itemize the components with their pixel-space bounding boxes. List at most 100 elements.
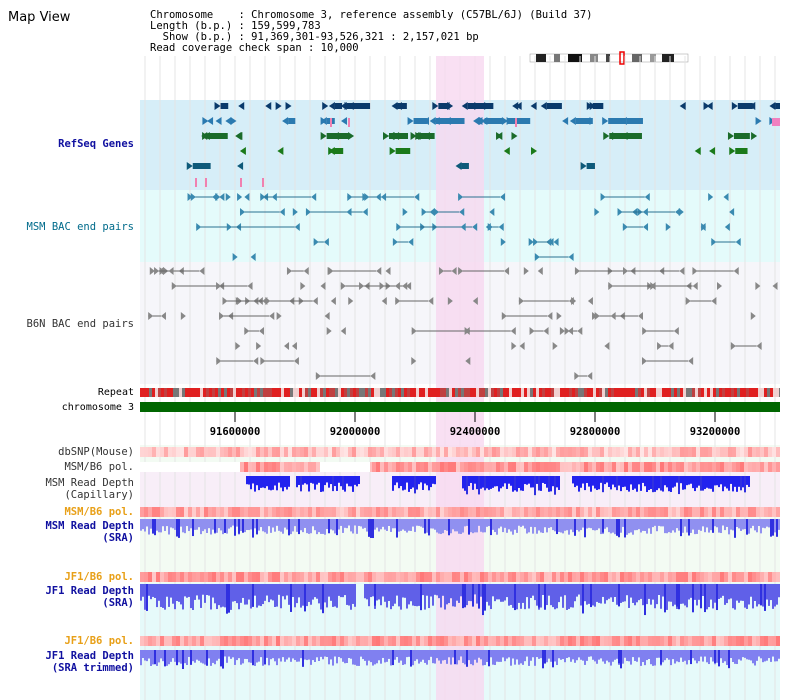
heat-cell xyxy=(300,507,304,517)
track-label-msm-b6-pol-2[interactable]: MSM/B6 pol. xyxy=(64,506,134,518)
heat-cell xyxy=(496,507,500,517)
refseq-gene-exon xyxy=(586,163,595,169)
depth-bar xyxy=(278,476,280,483)
repeat-segment xyxy=(257,388,260,397)
depth-bar xyxy=(354,584,356,607)
heat-cell xyxy=(528,462,532,472)
depth-bar xyxy=(320,584,322,610)
depth-bar xyxy=(718,519,720,533)
depth-bar xyxy=(686,476,688,486)
depth-bar xyxy=(658,476,660,489)
genome-browser-panel[interactable]: 91600000 92000000 92400000 92800000 93200000 xyxy=(140,56,780,700)
depth-bar xyxy=(368,584,370,607)
track-label-b6n-bac[interactable]: B6N BAC end pairs xyxy=(26,318,134,330)
track-label-msm-b6-pol[interactable]: MSM/B6 pol. xyxy=(64,461,134,473)
msm-bac-end xyxy=(226,223,232,231)
depth-bar xyxy=(618,476,620,486)
b6n-bac-end xyxy=(256,342,262,350)
heat-cell xyxy=(400,447,404,457)
repeat-segment xyxy=(509,388,512,397)
depth-bar xyxy=(626,476,628,491)
refseq-gene-arrow xyxy=(432,102,439,110)
b6n-bac-end xyxy=(564,327,570,335)
depth-bar xyxy=(284,584,286,600)
b6n-bac-end xyxy=(326,327,332,335)
msm-bac-end xyxy=(459,208,465,216)
track-label-refseq[interactable]: RefSeq Genes xyxy=(58,138,134,150)
heat-cell xyxy=(624,462,628,472)
heat-cell xyxy=(572,462,576,472)
repeat-segment xyxy=(350,388,353,397)
track-label-dbsnp[interactable]: dbSNP(Mouse) xyxy=(58,446,134,458)
b6n-bac-end xyxy=(303,267,309,275)
depth-bar xyxy=(256,476,258,486)
repeat-segment xyxy=(656,388,659,397)
depth-bar xyxy=(530,584,532,598)
refseq-gene-arrow xyxy=(703,102,710,110)
heat-cell xyxy=(332,572,336,582)
repeat-segment xyxy=(185,388,188,397)
depth-bar xyxy=(338,650,340,657)
heat-cell xyxy=(260,572,264,582)
heat-cell xyxy=(696,636,700,646)
depth-bar xyxy=(218,584,220,606)
refseq-gene-exon xyxy=(467,103,487,109)
depth-bar xyxy=(388,584,390,602)
track-label-msm-depth-sra[interactable]: MSM Read Depth xyxy=(45,520,134,532)
repeat-segment xyxy=(488,388,491,397)
depth-peak xyxy=(764,584,766,611)
track-label-jf1-depth-sra[interactable]: JF1 Read Depth xyxy=(45,585,134,597)
heat-cell xyxy=(720,447,724,457)
msm-bac-end xyxy=(375,193,381,201)
depth-bar xyxy=(586,584,588,605)
depth-bar xyxy=(736,476,738,492)
depth-bar xyxy=(700,519,702,531)
heat-cell xyxy=(204,636,208,646)
depth-bar xyxy=(704,476,706,490)
heat-cell xyxy=(372,572,376,582)
pol-gap xyxy=(140,462,240,472)
heat-cell xyxy=(764,572,768,582)
track-label-jf1-b6-pol[interactable]: JF1/B6 pol. xyxy=(64,571,134,583)
heat-cell xyxy=(424,447,428,457)
depth-bar xyxy=(696,584,698,606)
depth-bar xyxy=(592,584,594,606)
depth-bar xyxy=(666,476,668,488)
repeat-segment xyxy=(731,388,734,397)
track-label-jf1-b6-pol-2[interactable]: JF1/B6 pol. xyxy=(64,635,134,647)
heat-cell xyxy=(644,447,648,457)
depth-bar xyxy=(330,519,332,530)
depth-bar xyxy=(750,519,752,529)
heat-cell xyxy=(600,636,604,646)
b6n-bac-end xyxy=(465,357,471,365)
refseq-gene-arrow xyxy=(473,117,480,125)
depth-peak xyxy=(616,519,618,536)
chromosome-ideogram[interactable] xyxy=(528,51,692,65)
refseq-gene-arrow xyxy=(320,117,327,125)
track-label-msm-bac[interactable]: MSM BAC end pairs xyxy=(26,221,134,233)
depth-bar xyxy=(212,584,214,598)
heat-cell xyxy=(612,462,616,472)
depth-bar xyxy=(494,650,496,666)
b6n-bac-end xyxy=(328,267,334,275)
depth-bar xyxy=(180,650,182,664)
depth-bar xyxy=(162,519,164,527)
heat-cell xyxy=(324,507,328,517)
refseq-gene-arrow xyxy=(562,117,569,125)
depth-bar xyxy=(758,584,760,605)
repeat-segment xyxy=(356,388,359,397)
track-label-msm-depth-capillary[interactable]: MSM Read Depth xyxy=(45,477,134,489)
depth-bar xyxy=(594,584,596,607)
depth-bar xyxy=(346,519,348,529)
heat-cell xyxy=(280,447,284,457)
depth-bar xyxy=(178,650,180,663)
track-label-jf1-depth-trimmed[interactable]: JF1 Read Depth xyxy=(45,650,134,662)
depth-bar xyxy=(698,584,700,600)
heat-cell xyxy=(660,572,664,582)
repeat-segment xyxy=(425,388,428,397)
depth-bar xyxy=(166,584,168,597)
depth-bar xyxy=(180,519,182,527)
heat-cell xyxy=(216,447,220,457)
heat-cell xyxy=(372,507,376,517)
heat-cell xyxy=(480,636,484,646)
